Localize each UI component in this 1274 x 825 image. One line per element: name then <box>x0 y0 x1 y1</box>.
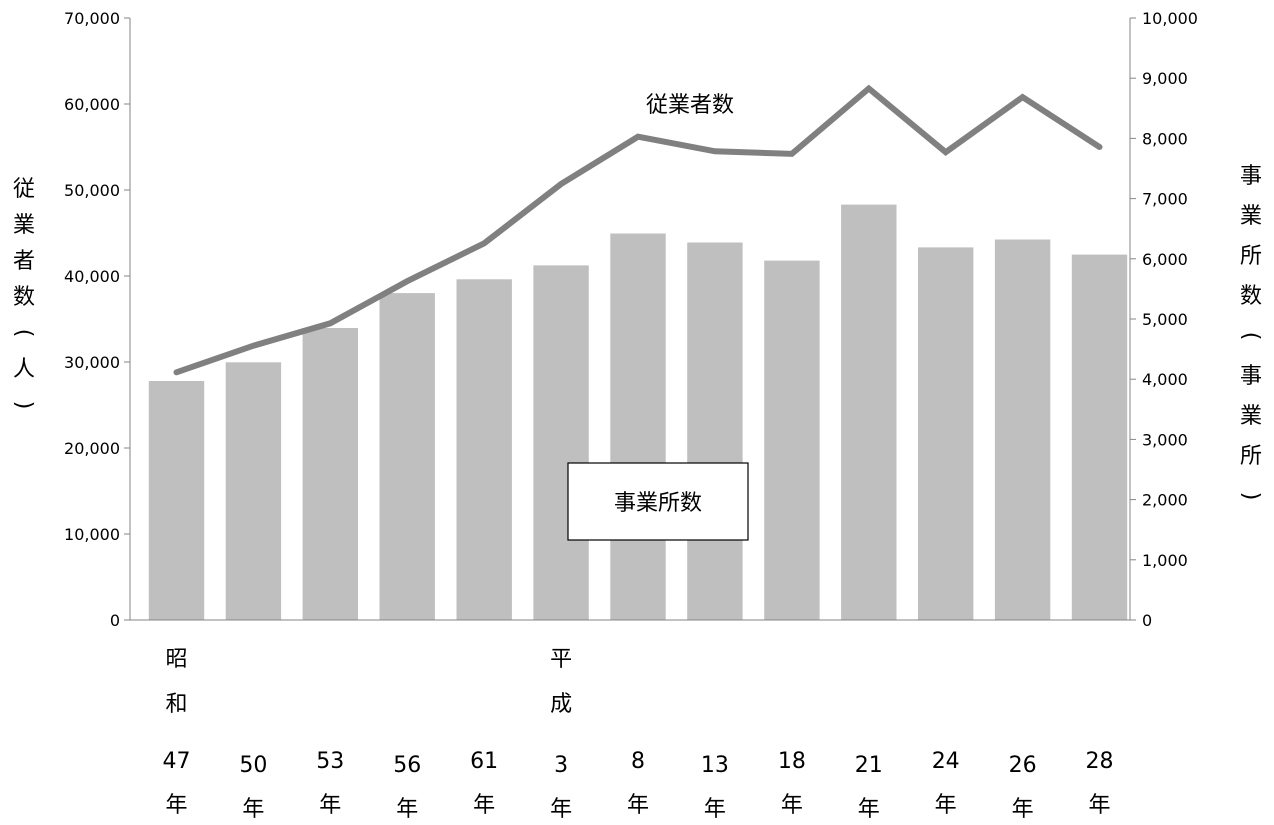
right-axis-title-char: 数 <box>1240 284 1262 309</box>
right-tick-label: 4,000 <box>1142 370 1188 389</box>
category-suffix-label: 年 <box>704 797 726 822</box>
category-era-label: 成 <box>550 692 572 717</box>
bar-series-label-box: 事業所数 <box>567 462 749 541</box>
right-ticks: 0 1,000 2,000 3,000 4,000 5,000 6,000 7,000 8,00… <box>1130 9 1198 630</box>
category-number-label: 28 <box>1086 749 1114 774</box>
left-axis-title-char: ) <box>11 401 36 410</box>
left-axis-title-char: 者 <box>13 249 35 274</box>
bar <box>225 362 282 620</box>
category-number-label: 24 <box>932 749 960 774</box>
right-axis-title-char: ( <box>1238 332 1263 341</box>
category-number-label: 50 <box>239 753 267 778</box>
category-suffix-label: 年 <box>242 797 264 822</box>
bar <box>148 381 205 620</box>
left-tick-label: 20,000 <box>64 439 120 458</box>
bar <box>841 204 897 620</box>
right-axis-title-char: ) <box>1238 492 1263 501</box>
left-axis-title-char: ( <box>11 329 36 338</box>
bar-series-label: 事業所数 <box>614 491 702 516</box>
right-tick-label: 8,000 <box>1142 129 1188 148</box>
category-era-label: 昭 <box>165 647 187 672</box>
category-suffix-label: 年 <box>319 793 341 818</box>
category-suffix-label: 年 <box>858 797 880 822</box>
bar <box>1071 254 1128 620</box>
bar <box>687 242 743 620</box>
category-suffix-label: 年 <box>781 793 803 818</box>
right-axis-title-char: 業 <box>1240 404 1262 429</box>
right-tick-label: 9,000 <box>1142 69 1188 88</box>
left-tick-label: 40,000 <box>64 267 120 286</box>
left-axis-title-char: 従 <box>13 177 35 202</box>
category-number-label: 26 <box>1009 753 1037 778</box>
left-tick-label: 50,000 <box>64 181 120 200</box>
right-axis-title-char: 所 <box>1240 244 1262 269</box>
right-tick-label: 1,000 <box>1142 551 1188 570</box>
category-number-label: 56 <box>393 753 421 778</box>
category-suffix-label: 年 <box>550 797 572 822</box>
left-ticks: 0 10,000 20,000 30,000 40,000 50,000 60,000 70,… <box>64 9 130 630</box>
category-era-label: 和 <box>165 692 187 717</box>
left-tick-label: 30,000 <box>64 353 120 372</box>
right-axis-title-char: 所 <box>1240 444 1262 469</box>
left-tick-label: 60,000 <box>64 95 120 114</box>
category-number-label: 21 <box>855 753 883 778</box>
bar <box>610 233 666 620</box>
category-labels: 昭和 47 年 50 年 53 年 56 年 61 年 平成 3 年 8 年 13 年 18 年 21 年 24 年 26 年 28… <box>162 647 1113 822</box>
right-tick-label: 3,000 <box>1142 430 1188 449</box>
bar <box>456 279 512 620</box>
category-suffix-label: 年 <box>473 793 495 818</box>
line-layer <box>173 84 1103 376</box>
right-axis-title-char: 事 <box>1240 364 1262 389</box>
bar <box>533 265 589 620</box>
category-suffix-label: 年 <box>1089 793 1111 818</box>
left-axis-title-char: 人 <box>13 357 35 382</box>
left-axis-title-char: 数 <box>13 285 35 310</box>
left-axis-title-char: 業 <box>13 213 35 238</box>
bar <box>379 293 435 620</box>
left-tick-label: 70,000 <box>64 9 120 28</box>
left-axis-title: 従業者数 ( 人) <box>11 177 36 409</box>
right-axis-title-char: 業 <box>1240 204 1262 229</box>
category-era-label: 平 <box>550 647 572 672</box>
right-tick-label: 10,000 <box>1142 9 1198 28</box>
right-tick-label: 0 <box>1142 611 1152 630</box>
bar <box>994 239 1051 620</box>
right-tick-label: 2,000 <box>1142 491 1188 510</box>
right-tick-label: 7,000 <box>1142 190 1188 209</box>
category-number-label: 47 <box>162 749 190 774</box>
category-suffix-label: 年 <box>627 793 649 818</box>
category-suffix-label: 年 <box>935 793 957 818</box>
category-number-label: 13 <box>701 753 729 778</box>
line-series-label: 従業者数 <box>646 93 734 118</box>
bar <box>918 247 974 620</box>
category-number-label: 61 <box>470 749 498 774</box>
category-number-label: 53 <box>316 749 344 774</box>
right-axis-title: 事業所数(事業所) <box>1238 164 1263 500</box>
right-axis-title-char: 事 <box>1240 164 1262 189</box>
bar <box>302 328 358 620</box>
bar-series-label-frame <box>567 462 749 541</box>
category-suffix-label: 年 <box>396 797 418 822</box>
bars-layer <box>148 204 1128 620</box>
bar <box>764 260 820 620</box>
right-tick-label: 6,000 <box>1142 250 1188 269</box>
category-suffix-label: 年 <box>1012 797 1034 822</box>
left-tick-label: 10,000 <box>64 525 120 544</box>
right-tick-label: 5,000 <box>1142 310 1188 329</box>
category-number-label: 3 <box>554 753 568 778</box>
left-tick-label: 0 <box>110 611 120 630</box>
category-suffix-label: 年 <box>165 793 187 818</box>
category-number-label: 8 <box>631 749 645 774</box>
category-number-label: 18 <box>778 749 806 774</box>
